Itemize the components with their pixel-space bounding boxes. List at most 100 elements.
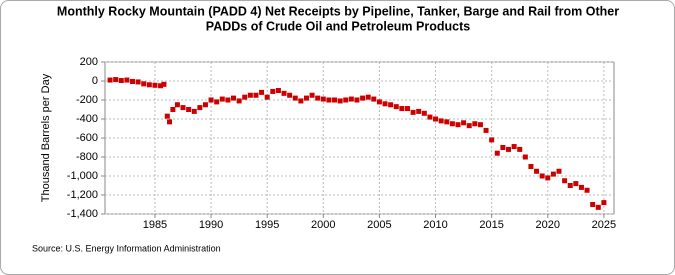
y-axis-label: Thousand Barrels per Day <box>40 73 52 202</box>
data-point <box>528 164 534 169</box>
data-point <box>202 102 208 108</box>
data-point <box>461 120 467 126</box>
data-point <box>365 94 371 100</box>
x-tick-label: 1985 <box>143 219 167 231</box>
data-point <box>477 122 483 128</box>
data-point <box>167 119 173 125</box>
data-point <box>444 119 450 125</box>
data-point <box>483 127 489 133</box>
data-point <box>371 96 377 102</box>
data-point <box>393 104 399 110</box>
data-point <box>326 97 332 103</box>
data-point <box>309 92 315 98</box>
data-point <box>404 106 410 112</box>
data-point <box>466 123 472 129</box>
data-point <box>590 202 596 207</box>
data-point <box>191 108 197 114</box>
source: Source: U.S. Energy Information Administ… <box>32 243 221 253</box>
data-point <box>253 92 259 98</box>
data-point <box>236 98 242 104</box>
data-point <box>141 81 147 87</box>
data-point <box>438 118 444 124</box>
data-point <box>545 175 551 181</box>
data-point <box>320 96 326 102</box>
x-tick-label: 2020 <box>536 219 560 231</box>
data-point <box>113 77 119 83</box>
data-point <box>421 110 427 116</box>
data-point <box>242 94 248 100</box>
y-tick-label: -1,000 <box>67 170 98 182</box>
data-point <box>399 106 405 112</box>
data-point <box>433 116 439 122</box>
y-tick-label: -800 <box>76 151 98 163</box>
data-point <box>161 81 167 87</box>
data-point <box>556 168 562 174</box>
data-point <box>158 83 164 89</box>
data-point <box>601 200 607 206</box>
data-point <box>287 92 293 98</box>
data-point <box>494 150 500 156</box>
data-point <box>135 79 141 85</box>
data-point <box>416 108 422 114</box>
y-tick-label: -400 <box>76 113 98 125</box>
data-point <box>186 107 192 112</box>
data-point <box>348 96 354 102</box>
data-point <box>505 146 511 152</box>
data-point <box>152 82 158 88</box>
data-point <box>595 204 601 210</box>
data-point <box>281 90 287 96</box>
data-point <box>567 183 573 188</box>
x-tick-label: 2015 <box>479 219 503 231</box>
data-point <box>275 88 281 93</box>
data-point <box>511 144 517 150</box>
data-point <box>292 95 298 101</box>
data-point <box>303 95 309 101</box>
x-tick-label: 2000 <box>311 219 335 231</box>
y-tick-label: 0 <box>92 75 98 87</box>
data-point <box>174 102 180 108</box>
x-tick-label: 2005 <box>367 219 391 231</box>
data-point <box>118 78 124 84</box>
data-point <box>388 102 394 108</box>
y-tick-label: -1,200 <box>67 189 98 201</box>
data-point <box>489 137 495 143</box>
data-point <box>337 98 343 104</box>
data-point <box>522 154 528 160</box>
data-point <box>455 122 461 128</box>
data-point <box>500 145 506 150</box>
y-tick-label: -200 <box>76 94 98 106</box>
data-point <box>146 82 152 88</box>
data-point <box>208 97 214 103</box>
x-tick-label: 2025 <box>592 219 616 231</box>
data-point <box>247 92 253 98</box>
data-point <box>214 99 220 105</box>
data-point <box>578 184 584 190</box>
data-point <box>562 178 568 184</box>
data-point <box>517 146 523 152</box>
data-point <box>354 97 360 103</box>
data-point <box>534 168 540 174</box>
data-point <box>270 88 276 94</box>
data-point <box>164 113 170 119</box>
data-point <box>298 98 304 104</box>
data-point <box>449 121 455 127</box>
y-tick-label: -600 <box>76 132 98 144</box>
data-point <box>197 105 203 111</box>
data-point <box>180 105 186 111</box>
data-point <box>573 181 579 187</box>
y-tick-label: 200 <box>80 56 98 68</box>
data-point <box>315 95 321 101</box>
data-point <box>376 99 382 105</box>
data-point <box>219 96 225 102</box>
data-point <box>225 97 231 103</box>
data-point <box>343 97 349 103</box>
chart-title: PADDs of Crude Oil and Petroleum Product… <box>206 19 470 33</box>
data-point <box>264 94 270 100</box>
data-point <box>427 114 433 120</box>
x-tick-label: 2010 <box>423 219 447 231</box>
data-point <box>124 77 130 83</box>
data-point <box>360 95 366 101</box>
x-tick-label: 1995 <box>255 219 279 231</box>
data-point <box>332 97 338 103</box>
